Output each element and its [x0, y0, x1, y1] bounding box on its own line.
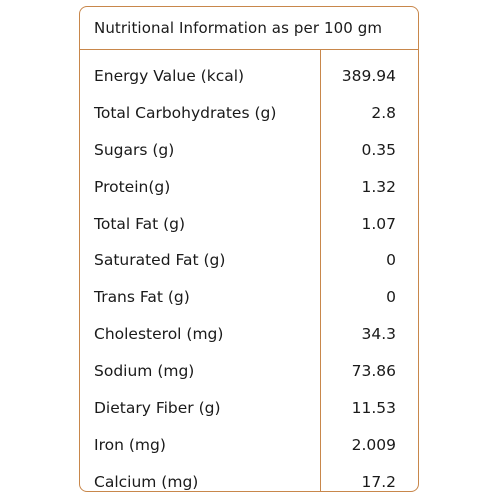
nutrient-value: 2.8 [371, 103, 396, 122]
nutrient-label: Total Fat (g) [94, 214, 186, 233]
nutrient-value: 1.07 [361, 214, 396, 233]
table-row: Energy Value (kcal) 389.94 [80, 58, 418, 95]
table-row: Iron (mg) 2.009 [80, 427, 418, 464]
nutrient-value: 17.2 [361, 472, 396, 491]
nutrient-label: Sodium (mg) [94, 362, 195, 381]
nutrient-value: 0 [386, 288, 396, 307]
nutrient-value: 0.35 [361, 140, 396, 159]
nutrient-value: 34.3 [361, 325, 396, 344]
nutrient-label: Cholesterol (mg) [94, 325, 224, 344]
nutrient-label: Energy Value (kcal) [94, 67, 245, 85]
table-title: Nutritional Information as per 100 gm [80, 7, 418, 50]
nutrient-label: Iron (mg) [94, 435, 166, 454]
nutrient-value: 2.009 [351, 435, 396, 454]
nutrient-label: Sugars (g) [94, 140, 175, 159]
nutrient-label: Dietary Fiber (g) [94, 399, 221, 418]
nutrient-label: Calcium (mg) [94, 472, 199, 491]
nutrient-label: Trans Fat (g) [94, 288, 190, 307]
table-row: Saturated Fat (g) 0 [80, 242, 418, 279]
table-row: Protein(g) 1.32 [80, 169, 418, 206]
nutrient-value: 1.32 [361, 177, 396, 196]
table-body: Energy Value (kcal) 389.94 Total Carbohy… [80, 50, 418, 491]
nutrition-table: Nutritional Information as per 100 gm En… [79, 6, 419, 492]
nutrient-label: Protein(g) [94, 177, 171, 196]
table-row: Total Fat (g) 1.07 [80, 206, 418, 243]
table-row: Trans Fat (g) 0 [80, 279, 418, 316]
nutrient-value: 389.94 [341, 67, 396, 85]
nutrient-label: Total Carbohydrates (g) [94, 103, 277, 122]
column-divider [320, 50, 321, 491]
table-row: Sodium (mg) 73.86 [80, 353, 418, 390]
table-row: Total Carbohydrates (g) 2.8 [80, 95, 418, 132]
nutrient-value: 0 [386, 251, 396, 270]
table-row: Calcium (mg) 17.2 [80, 464, 418, 491]
nutrient-label: Saturated Fat (g) [94, 251, 226, 270]
table-row: Cholesterol (mg) 34.3 [80, 316, 418, 353]
nutrient-value: 73.86 [351, 362, 396, 381]
nutrient-value: 11.53 [351, 399, 396, 418]
table-row: Dietary Fiber (g) 11.53 [80, 390, 418, 427]
table-row: Sugars (g) 0.35 [80, 132, 418, 169]
